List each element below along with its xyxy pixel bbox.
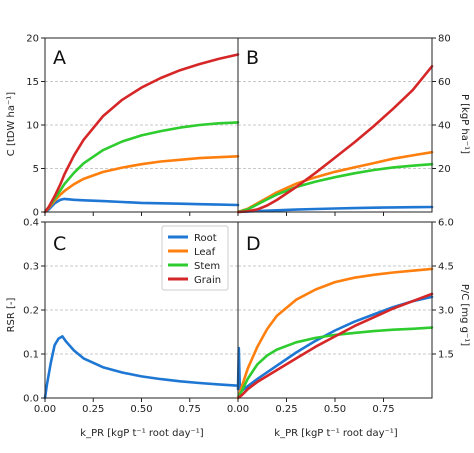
xtick-label-d-3: 0.75: [372, 404, 394, 415]
panel-a: 0 5 10 15 20: [26, 34, 240, 219]
panel-c: 0.0 0.1 0.2 0.3 0.4 0.00 0.25 0.50 0.75: [23, 218, 240, 415]
series-b-stem: [236, 162, 434, 214]
series-a-stem: [43, 121, 240, 214]
legend-label-grain: Grain: [194, 275, 221, 286]
ylabel-c: RSR [-]: [6, 297, 17, 332]
ytick-label-b-2: 60: [438, 77, 451, 88]
legend-box: [161, 225, 229, 291]
panel-letter-a: A: [53, 47, 66, 69]
panel-letter-d: D: [246, 233, 261, 255]
ytick-label-d-0: 1.5: [438, 350, 454, 361]
series-d-stem: [236, 326, 434, 400]
xtick-label-c-3: 0.75: [179, 404, 201, 415]
ytick-label-a-4: 20: [26, 34, 39, 45]
panel-letter-c: C: [53, 233, 66, 255]
legend-label-root: Root: [194, 233, 217, 244]
ytick-label-c-4: 0.4: [23, 218, 39, 229]
ytick-label-a-3: 15: [26, 77, 39, 88]
series-d-grain: [236, 292, 434, 400]
ytick-label-c-2: 0.2: [23, 306, 39, 317]
ytick-label-b-3: 80: [438, 34, 451, 45]
ytick-label-c-0: 0.0: [23, 394, 39, 405]
legend: Root Leaf Stem Grain: [161, 225, 229, 291]
legend-label-leaf: Leaf: [194, 247, 216, 258]
series-d-leaf: [236, 267, 434, 400]
ytick-label-d-2: 4.5: [438, 262, 454, 273]
series-c-root: [43, 335, 240, 400]
ytick-label-d-3: 6.0: [438, 218, 454, 229]
series-a-root: [43, 197, 240, 214]
xtick-label-d-1: 0.25: [275, 404, 297, 415]
xtick-label-c-0: 0.00: [34, 404, 56, 415]
ytick-label-b-0: 20: [438, 164, 451, 175]
panel-letter-b: B: [246, 47, 259, 69]
ytick-label-a-0: 0: [33, 208, 39, 219]
ytick-label-c-3: 0.3: [23, 262, 39, 273]
ytick-label-a-2: 10: [26, 121, 39, 132]
legend-label-stem: Stem: [194, 261, 220, 272]
xlabel-d: k_PR [kgP t⁻¹ root day⁻¹]: [274, 428, 397, 439]
series-a-leaf: [43, 155, 240, 214]
series-a-grain: [43, 53, 240, 214]
panel-d: 1.5 3.0 4.5 6.0 0.00 0.25 0.50 0.75: [227, 218, 454, 416]
xlabel-c: k_PR [kgP t⁻¹ root day⁻¹]: [80, 428, 203, 439]
ylabel-b: P [kgP ha⁻¹]: [459, 94, 470, 154]
ylabel-a: C [tDW ha⁻¹]: [6, 92, 17, 157]
xtick-label-c-1: 0.25: [82, 404, 104, 415]
xtick-label-d-0: 0.00: [227, 404, 249, 415]
series-b-leaf: [236, 150, 434, 214]
xtick-label-d-2: 0.50: [324, 404, 346, 415]
ytick-label-b-1: 40: [438, 121, 451, 132]
ytick-label-a-1: 5: [33, 164, 39, 175]
xtick-label-c-2: 0.50: [130, 404, 152, 415]
panel-b: 20 40 60 80: [236, 34, 451, 216]
series-b-grain: [236, 65, 434, 214]
ytick-label-d-1: 3.0: [438, 306, 454, 317]
series-b-root: [236, 205, 434, 214]
ytick-label-c-1: 0.1: [23, 350, 39, 361]
ylabel-d: P/C [mg g⁻¹]: [459, 284, 470, 346]
